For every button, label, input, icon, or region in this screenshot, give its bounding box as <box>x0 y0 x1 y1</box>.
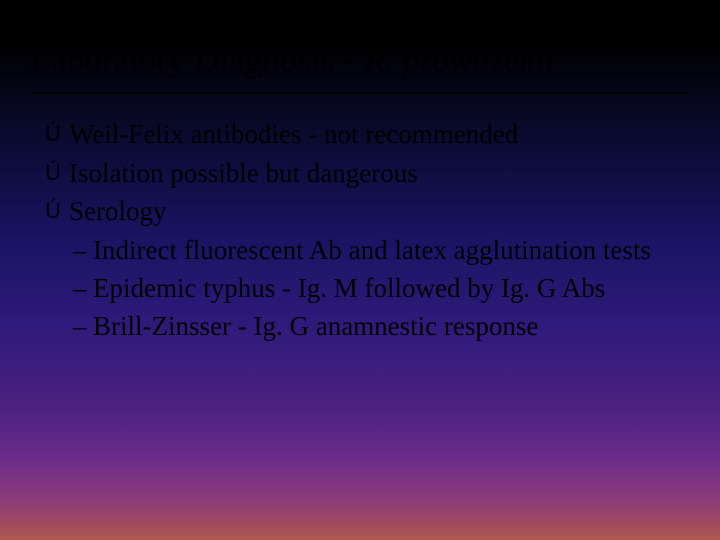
bullet-icon: Ú <box>45 193 67 229</box>
slide: Laboratory Diagnosis - R. prowazekii Ú W… <box>0 0 720 540</box>
sub-bullet-text: Epidemic typhus - Ig. M followed by Ig. … <box>93 270 690 306</box>
bullet-icon: Ú <box>45 155 67 191</box>
bullet-item: Ú Serology <box>45 193 690 229</box>
sub-bullet-item: – Indirect fluorescent Ab and latex aggl… <box>45 232 690 268</box>
bullet-item: Ú Weil-Felix antibodies - not recommende… <box>45 116 690 152</box>
bullet-icon: Ú <box>45 116 67 152</box>
title-prefix: Laboratory Diagnosis - <box>30 40 363 79</box>
sub-bullet-item: – Brill-Zinsser - Ig. G anamnestic respo… <box>45 308 690 344</box>
bullet-text: Serology <box>69 193 690 229</box>
title-container: Laboratory Diagnosis - R. prowazekii <box>0 0 720 88</box>
title-species: R. prowazekii <box>363 40 554 79</box>
bullet-text: Weil-Felix antibodies - not recommended <box>69 116 690 152</box>
sub-bullet-text: Indirect fluorescent Ab and latex agglut… <box>93 232 690 268</box>
sub-bullet-text: Brill-Zinsser - Ig. G anamnestic respons… <box>93 308 690 344</box>
dash-icon: – <box>73 308 93 344</box>
dash-icon: – <box>73 270 93 306</box>
bullet-text: Isolation possible but dangerous <box>69 155 690 191</box>
bullet-item: Ú Isolation possible but dangerous <box>45 155 690 191</box>
dash-icon: – <box>73 232 93 268</box>
slide-title: Laboratory Diagnosis - R. prowazekii <box>30 40 690 80</box>
content-area: Ú Weil-Felix antibodies - not recommende… <box>0 94 720 345</box>
sub-bullet-item: – Epidemic typhus - Ig. M followed by Ig… <box>45 270 690 306</box>
